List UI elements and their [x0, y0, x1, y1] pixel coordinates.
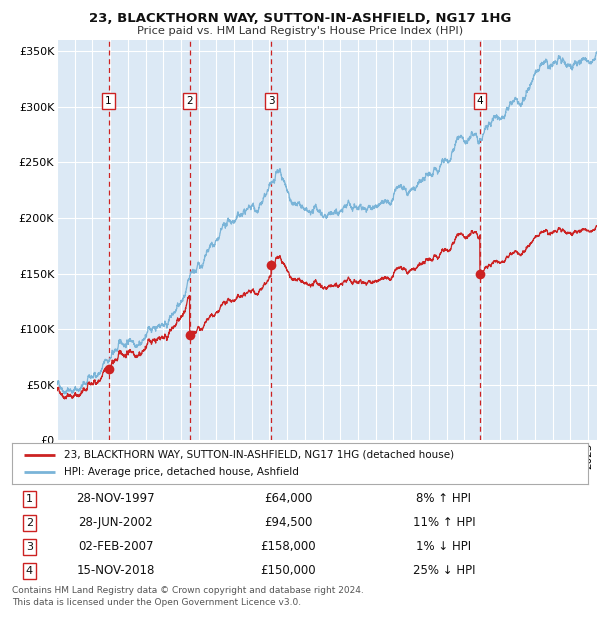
Text: 28-NOV-1997: 28-NOV-1997 — [76, 492, 155, 505]
Text: 11% ↑ HPI: 11% ↑ HPI — [413, 516, 475, 529]
Text: HPI: Average price, detached house, Ashfield: HPI: Average price, detached house, Ashf… — [64, 467, 299, 477]
Text: 4: 4 — [26, 566, 33, 576]
Text: £150,000: £150,000 — [260, 564, 316, 577]
Text: 23, BLACKTHORN WAY, SUTTON-IN-ASHFIELD, NG17 1HG: 23, BLACKTHORN WAY, SUTTON-IN-ASHFIELD, … — [89, 12, 511, 25]
Text: 8% ↑ HPI: 8% ↑ HPI — [416, 492, 472, 505]
Text: 15-NOV-2018: 15-NOV-2018 — [76, 564, 155, 577]
Text: £158,000: £158,000 — [260, 540, 316, 553]
Text: 02-FEB-2007: 02-FEB-2007 — [78, 540, 154, 553]
Text: 28-JUN-2002: 28-JUN-2002 — [79, 516, 153, 529]
Text: £94,500: £94,500 — [264, 516, 313, 529]
Text: 1: 1 — [26, 494, 33, 503]
Text: 2: 2 — [26, 518, 33, 528]
Text: 3: 3 — [26, 542, 33, 552]
Text: 25% ↓ HPI: 25% ↓ HPI — [413, 564, 475, 577]
Text: 1: 1 — [105, 96, 112, 107]
Text: 2: 2 — [186, 96, 193, 107]
Text: 23, BLACKTHORN WAY, SUTTON-IN-ASHFIELD, NG17 1HG (detached house): 23, BLACKTHORN WAY, SUTTON-IN-ASHFIELD, … — [64, 450, 454, 459]
Text: 3: 3 — [268, 96, 274, 107]
Text: £64,000: £64,000 — [264, 492, 313, 505]
Text: Contains HM Land Registry data © Crown copyright and database right 2024.
This d: Contains HM Land Registry data © Crown c… — [12, 586, 364, 607]
Text: 4: 4 — [476, 96, 483, 107]
Text: Price paid vs. HM Land Registry's House Price Index (HPI): Price paid vs. HM Land Registry's House … — [137, 26, 463, 36]
Text: 1% ↓ HPI: 1% ↓ HPI — [416, 540, 472, 553]
